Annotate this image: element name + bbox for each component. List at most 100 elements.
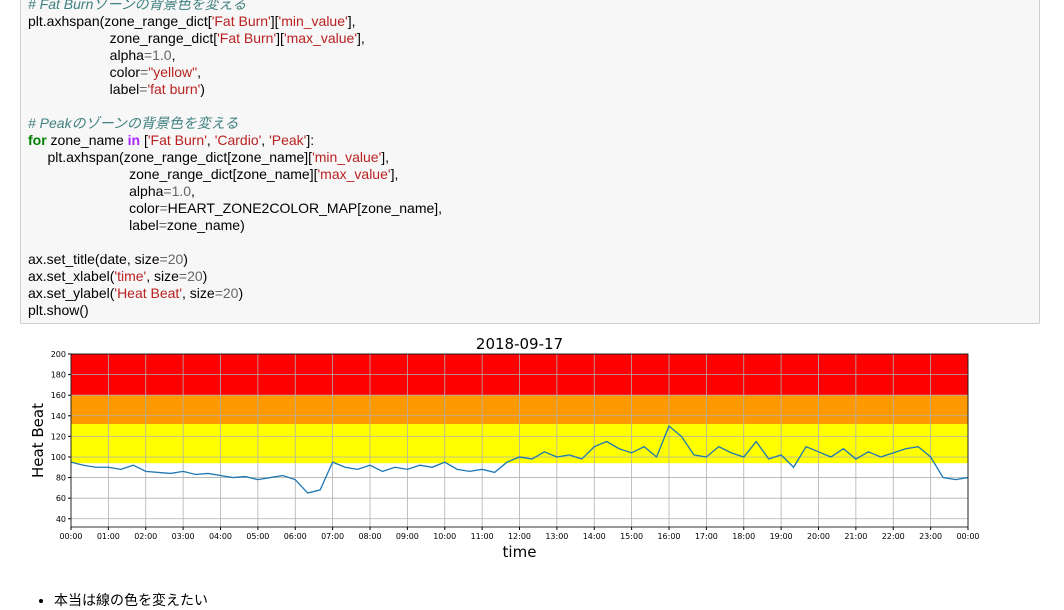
x-tick-label: 00:00: [59, 532, 82, 541]
code-token: zone_range_dict[zone_name][: [28, 166, 318, 182]
y-tick-label: 60: [56, 494, 66, 503]
code-token: plt.show(): [28, 302, 89, 318]
code-token: ],: [347, 13, 356, 29]
code-token: [: [140, 132, 148, 148]
code-token: 'Peak': [269, 132, 307, 148]
code-line: plt.show(): [28, 302, 442, 319]
x-tick-label: 04:00: [209, 532, 232, 541]
code-token: ): [200, 81, 205, 97]
code-line: zone_range_dict[zone_name]['max_value'],: [28, 166, 442, 183]
code-line: [28, 98, 442, 115]
code-token: 20: [222, 285, 239, 301]
code-line: ax.set_ylabel('Heat Beat', size=20): [28, 285, 442, 302]
x-tick-label: 14:00: [583, 532, 606, 541]
data-line: [70, 425, 969, 494]
code-token: 'max_value': [283, 30, 357, 46]
code-token: 'Fat Burn': [147, 132, 207, 148]
y-tick-label: 40: [56, 515, 66, 524]
x-tick-label: 09:00: [396, 532, 419, 541]
code-token: # Peakのゾーンの背景色を変える: [28, 115, 239, 131]
code-token: alpha: [28, 47, 144, 63]
code-line: color="yellow",: [28, 64, 442, 81]
code-token: label: [28, 81, 140, 97]
code-token: zone_name: [46, 132, 128, 148]
code-token: ,: [171, 47, 176, 63]
code-token: color: [28, 64, 141, 80]
y-tick-label: 120: [51, 432, 66, 441]
x-tick-label: 23:00: [919, 532, 942, 541]
x-tick-label: 05:00: [246, 532, 269, 541]
x-tick-label: 19:00: [770, 532, 793, 541]
code-token: ][: [270, 13, 279, 29]
x-tick-label: 22:00: [882, 532, 905, 541]
code-line: ax.set_xlabel('time', size=20): [28, 268, 442, 285]
code-token: =: [139, 81, 148, 97]
code-token: 'max_value': [317, 166, 391, 182]
code-token: ],: [390, 166, 399, 182]
code-token: =: [163, 183, 172, 199]
y-tick-label: 100: [51, 453, 66, 462]
code-token: 'Fat Burn': [211, 13, 271, 29]
x-tick-label: 07:00: [321, 532, 344, 541]
code-token: ax.set_xlabel(: [28, 268, 115, 284]
code-line: label='fat burn'): [28, 81, 442, 98]
x-tick-label: 12:00: [508, 532, 531, 541]
code-token: ): [238, 285, 244, 301]
code-line: [28, 234, 442, 251]
code-token: ): [202, 268, 208, 284]
code-token: ,: [206, 132, 215, 148]
x-tick-label: 13:00: [545, 532, 568, 541]
code-token: =: [214, 285, 223, 301]
x-tick-label: 06:00: [284, 532, 307, 541]
code-token: 'Cardio': [214, 132, 262, 148]
code-token: 'Heat Beat': [114, 285, 182, 301]
code-token: alpha: [28, 183, 164, 199]
code-token: ): [183, 251, 188, 267]
x-tick-label: 11:00: [471, 532, 494, 541]
code-token: in: [127, 132, 141, 148]
x-tick-label: 21:00: [844, 532, 867, 541]
code-token: zone_range_dict[: [28, 30, 218, 46]
code-token: =: [158, 217, 167, 233]
code-token: plt.axhspan(zone_range_dict[: [28, 13, 212, 29]
x-tick-label: 02:00: [134, 532, 157, 541]
code-token: HEART_ZONE2COLOR_MAP[zone_name],: [167, 200, 443, 216]
y-tick-label: 180: [51, 371, 66, 380]
code-token: # Fat Burnゾーンの背景色を変える: [28, 0, 247, 12]
code-line: plt.axhspan(zone_range_dict[zone_name]['…: [28, 149, 442, 166]
y-tick-label: 140: [51, 412, 66, 421]
code-token: =: [159, 200, 168, 216]
code-line: ax.set_title(date, size=20): [28, 251, 442, 268]
code-token: color: [28, 200, 160, 216]
code: # Fat Burnゾーンの背景色を変える plt.axhspan(zone_ra…: [28, 0, 442, 319]
code-line: # Peakのゾーンの背景色を変える: [28, 115, 442, 132]
code-token: =: [143, 47, 153, 63]
x-tick-label: 17:00: [695, 532, 718, 541]
plot-frame: [70, 353, 969, 528]
code-token: 'time': [114, 268, 147, 284]
bullet: 本当は線の色を変えたい: [54, 590, 208, 610]
code-token: =: [140, 64, 149, 80]
code-token: plt.axhspan(zone_range_dict[zone_name][: [28, 149, 313, 165]
code-token: =: [159, 251, 168, 267]
x-tick-label: 08:00: [358, 532, 381, 541]
x-tick-label: 10:00: [433, 532, 456, 541]
code-line: for zone_name in ['Fat Burn', 'Cardio', …: [28, 132, 442, 149]
x-tick-label: 16:00: [657, 532, 680, 541]
x-axis-label: time: [503, 543, 537, 561]
y-axis-label: Heat Beat: [29, 403, 47, 478]
code-token: for: [28, 132, 47, 148]
x-tick-label: 00:00: [956, 532, 979, 541]
x-tick-label: 20:00: [807, 532, 830, 541]
code-token: ,: [197, 64, 201, 80]
x-tick-label: 15:00: [620, 532, 643, 541]
code-line: zone_range_dict['Fat Burn']['max_value']…: [28, 30, 442, 47]
code-token: ax.set_title(date, size: [28, 251, 160, 267]
code-token: ]:: [306, 132, 315, 148]
code-token: =: [178, 268, 188, 284]
code-token: ][: [276, 30, 284, 46]
chart-title: 2018-09-17: [476, 335, 563, 353]
code-line: # Fat Burnゾーンの背景色を変える: [28, 0, 442, 13]
x-tick-label: 03:00: [172, 532, 195, 541]
notes: 本当は線の色を変えたい: [36, 590, 208, 610]
